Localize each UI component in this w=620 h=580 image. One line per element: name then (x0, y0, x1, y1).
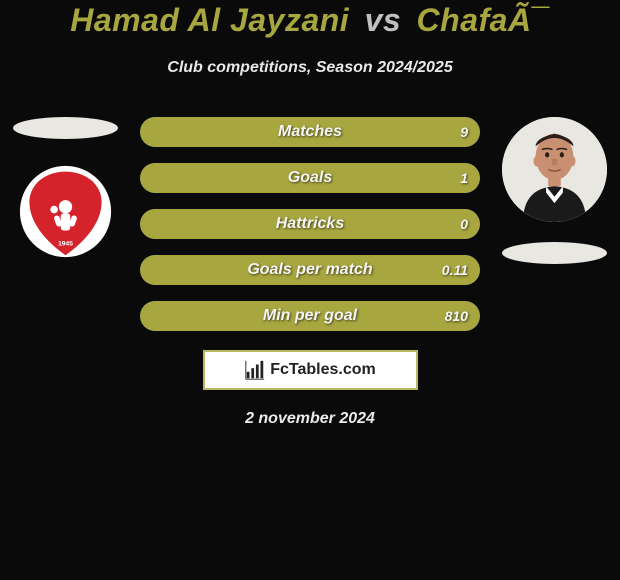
brand-box: FcTables.com (203, 350, 418, 390)
stat-bars-container: Matches 9 Goals 1 Hattricks 0 Goals per match 0… (140, 117, 480, 347)
stat-value-right: 0 (460, 216, 468, 232)
vs-text: vs (365, 2, 402, 38)
stat-label: Matches (278, 123, 342, 141)
player1-name: Hamad Al Jayzani (70, 2, 349, 38)
stat-label: Goals per match (247, 261, 372, 279)
player2-club-placeholder (502, 242, 607, 264)
stat-value-right: 1 (460, 170, 468, 186)
right-player-column (497, 117, 612, 264)
bar-chart-icon (244, 359, 266, 381)
stat-row: Hattricks 0 (140, 209, 480, 239)
stat-value-right: 0.11 (442, 262, 468, 278)
stat-label: Hattricks (276, 215, 344, 233)
stat-row: Goals 1 (140, 163, 480, 193)
svg-text:1945: 1945 (58, 241, 73, 248)
player1-photo-placeholder (13, 117, 118, 139)
stat-value-right: 810 (445, 308, 468, 324)
stat-row: Goals per match 0.11 (140, 255, 480, 285)
stat-row: Min per goal 810 (140, 301, 480, 331)
footer: FcTables.com 2 november 2024 (0, 350, 620, 428)
comparison-title: Hamad Al Jayzani vs ChafaÃ¯ (0, 0, 620, 39)
stat-label: Goals (288, 169, 332, 187)
stat-value-right: 9 (460, 124, 468, 140)
date-text: 2 november 2024 (245, 410, 375, 428)
stat-label: Min per goal (263, 307, 357, 325)
stat-fill-right (310, 163, 480, 193)
player2-name: ChafaÃ¯ (417, 2, 550, 38)
stat-fill-left (140, 163, 310, 193)
left-player-column: AL WEHDA CLUB 1945 (8, 117, 123, 259)
competition-subtitle: Club competitions, Season 2024/2025 (0, 59, 620, 77)
player1-club-badge: AL WEHDA CLUB 1945 (18, 164, 113, 259)
svg-text:AL WEHDA CLUB: AL WEHDA CLUB (38, 180, 94, 187)
brand-text: FcTables.com (270, 361, 376, 379)
stat-row: Matches 9 (140, 117, 480, 147)
player2-photo (502, 117, 607, 222)
